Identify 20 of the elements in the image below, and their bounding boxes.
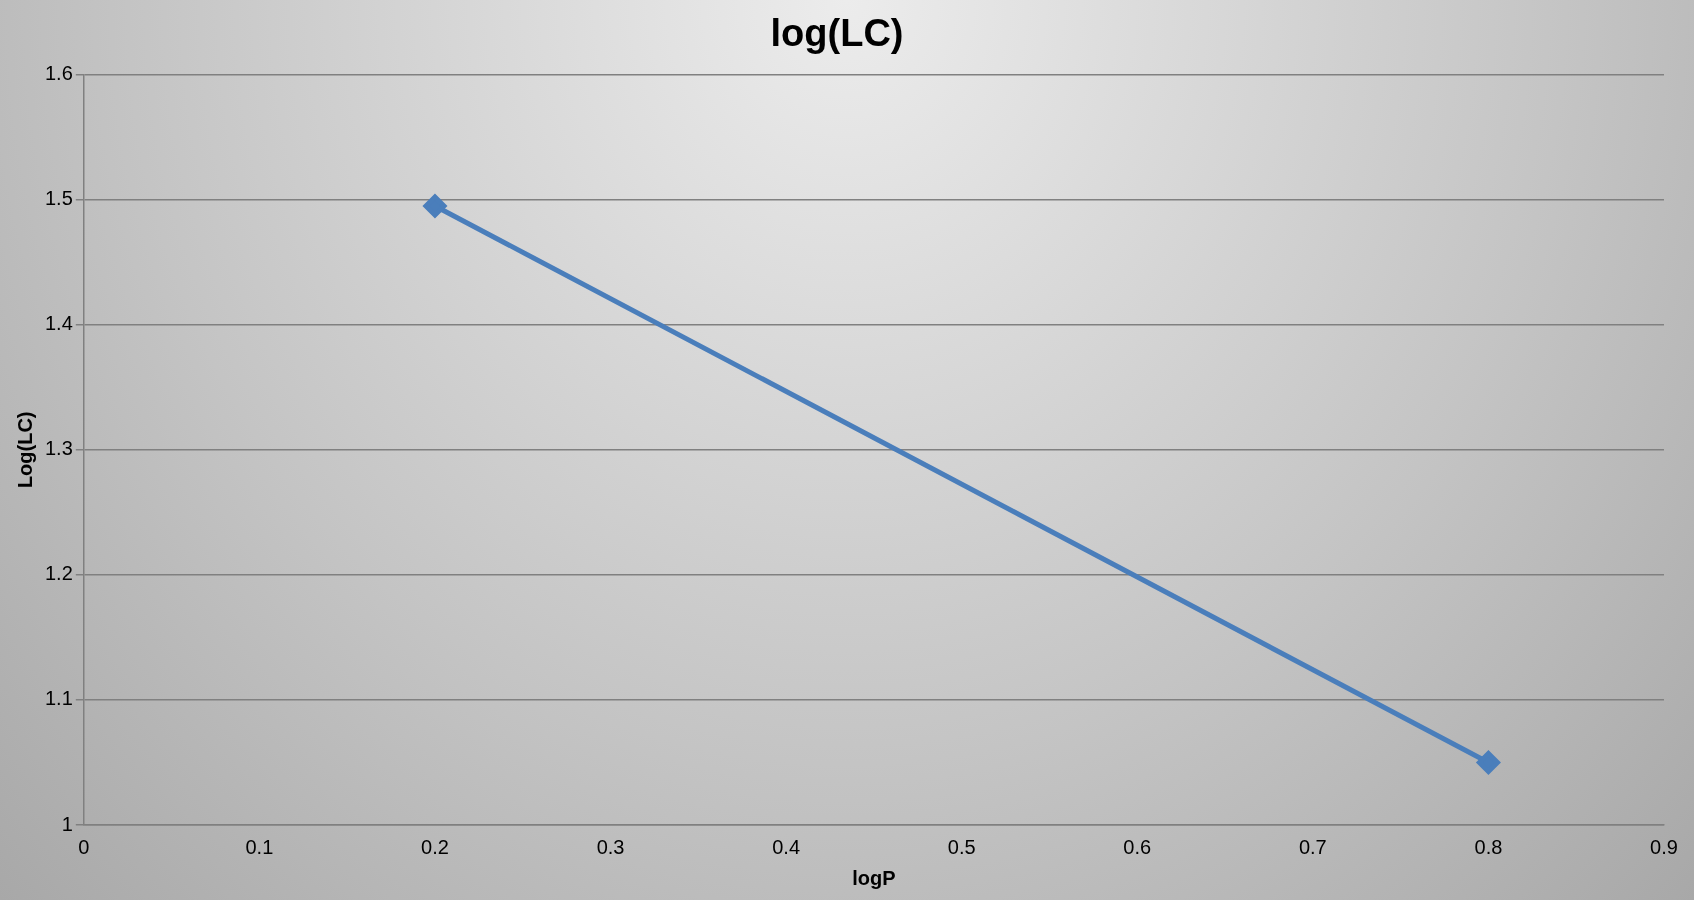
x-tick-label: 0.3 xyxy=(596,835,625,858)
x-tick-label: 0.9 xyxy=(1650,835,1678,858)
x-tick-label: 0.8 xyxy=(1474,835,1503,858)
x-tick-label: 0.4 xyxy=(772,835,801,858)
y-tick-label: 1.3 xyxy=(44,437,73,460)
y-tick-label: 1.6 xyxy=(44,62,73,85)
y-tick-label: 1.1 xyxy=(44,687,73,710)
y-tick-label: 1.4 xyxy=(44,312,73,335)
y-axis-title: Log(LC) xyxy=(13,411,36,489)
chart-title: log(LC) xyxy=(770,12,904,55)
x-axis-title: logP xyxy=(852,866,896,889)
x-tick-label: 0.7 xyxy=(1298,835,1327,858)
y-tick-label: 1.5 xyxy=(44,187,73,210)
x-tick-label: 0.6 xyxy=(1123,835,1152,858)
x-tick-label: 0 xyxy=(78,835,90,858)
x-tick-label: 0.2 xyxy=(421,835,449,858)
x-tick-label: 0.5 xyxy=(947,835,976,858)
y-tick-label: 1.2 xyxy=(44,562,73,585)
x-tick-label: 0.1 xyxy=(245,835,274,858)
y-tick-label: 1 xyxy=(61,812,73,835)
